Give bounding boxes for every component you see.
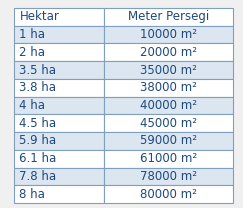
Bar [14, 114, 104, 132]
Text: 35000 m²: 35000 m² [140, 64, 197, 77]
Text: 7.8 ha: 7.8 ha [19, 170, 57, 183]
Text: 10000 m²: 10000 m² [140, 28, 197, 41]
Bar [14, 61, 104, 79]
Text: Hektar: Hektar [19, 10, 59, 23]
Text: 1 ha: 1 ha [19, 28, 45, 41]
Bar [104, 61, 233, 79]
Text: 61000 m²: 61000 m² [140, 152, 197, 165]
Text: 4.5 ha: 4.5 ha [19, 117, 57, 130]
Text: 2 ha: 2 ha [19, 46, 45, 59]
Bar [104, 8, 233, 26]
Bar [104, 26, 233, 43]
Text: 5.9 ha: 5.9 ha [19, 134, 57, 147]
Text: 3.5 ha: 3.5 ha [19, 64, 56, 77]
Bar [14, 43, 104, 61]
Bar [14, 132, 104, 150]
Bar [14, 79, 104, 97]
Bar [104, 132, 233, 150]
Bar [14, 97, 104, 114]
Text: 6.1 ha: 6.1 ha [19, 152, 57, 165]
Bar [14, 168, 104, 185]
Text: Meter Persegi: Meter Persegi [128, 10, 209, 23]
Text: 38000 m²: 38000 m² [140, 81, 197, 94]
Bar [104, 150, 233, 168]
Text: 59000 m²: 59000 m² [140, 134, 197, 147]
Bar [104, 185, 233, 203]
Bar [104, 43, 233, 61]
Bar [104, 97, 233, 114]
Text: 40000 m²: 40000 m² [140, 99, 197, 112]
Bar [104, 114, 233, 132]
Text: 8 ha: 8 ha [19, 188, 45, 201]
Text: 45000 m²: 45000 m² [140, 117, 197, 130]
Text: 3.8 ha: 3.8 ha [19, 81, 56, 94]
Bar [104, 79, 233, 97]
Text: 78000 m²: 78000 m² [140, 170, 197, 183]
Text: 20000 m²: 20000 m² [140, 46, 197, 59]
Text: 80000 m²: 80000 m² [140, 188, 197, 201]
Bar [14, 26, 104, 43]
Text: 4 ha: 4 ha [19, 99, 45, 112]
Bar [104, 168, 233, 185]
Bar [14, 185, 104, 203]
Bar [14, 150, 104, 168]
Bar [14, 8, 104, 26]
